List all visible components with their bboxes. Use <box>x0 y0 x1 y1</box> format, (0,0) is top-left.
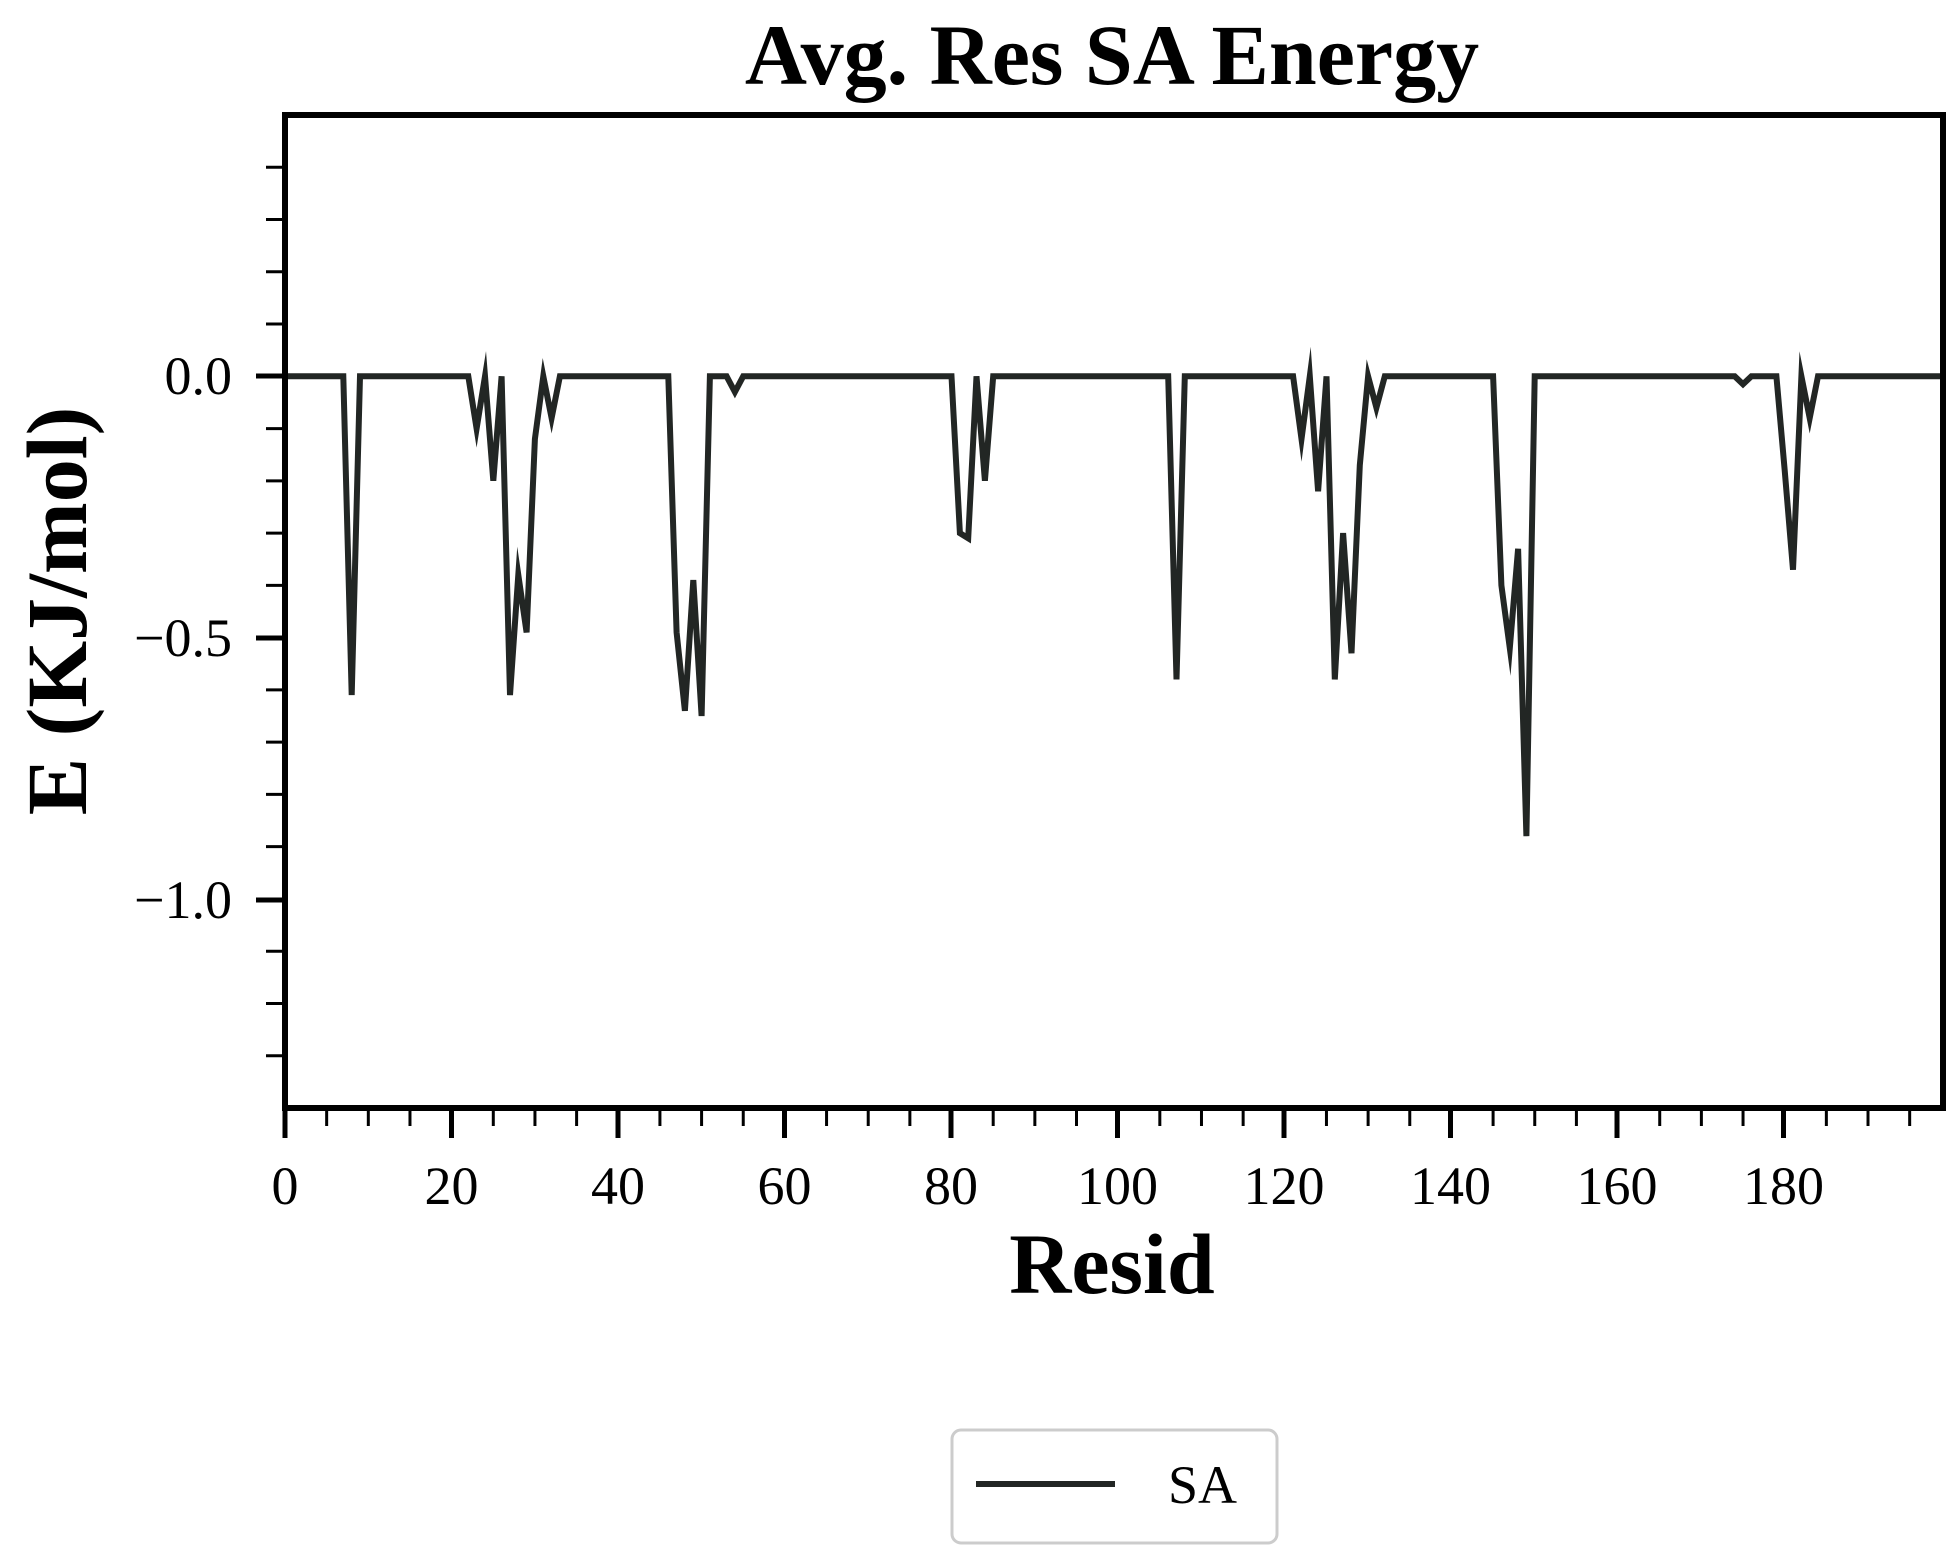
y-axis-label: E (KJ/mol) <box>9 407 105 815</box>
x-tick-label-0: 0 <box>272 1156 299 1216</box>
x-tick-label-40: 40 <box>591 1156 645 1216</box>
y-tick-label-2: −1.0 <box>134 870 232 930</box>
x-tick-label-100: 100 <box>1077 1156 1158 1216</box>
x-tick-label-160: 160 <box>1577 1156 1658 1216</box>
x-tick-label-120: 120 <box>1244 1156 1325 1216</box>
x-minor-ticks <box>325 1108 1912 1126</box>
y-tick-group: 0.0 −0.5 −1.0 <box>134 346 284 930</box>
y-tick-label-0: 0.0 <box>165 346 233 406</box>
x-tick-label-20: 20 <box>425 1156 479 1216</box>
x-tick-group: 0 20 40 60 80 100 120 140 160 180 <box>272 1108 1824 1216</box>
chart-title: Avg. Res SA Energy <box>745 7 1479 103</box>
x-tick-label-60: 60 <box>758 1156 812 1216</box>
legend: SA <box>950 1428 1279 1545</box>
y-tick-label-1: −0.5 <box>134 608 232 668</box>
y-minor-ticks <box>266 165 285 1058</box>
x-tick-label-80: 80 <box>924 1156 978 1216</box>
x-axis-label: Resid <box>1009 1216 1214 1312</box>
legend-label-sa: SA <box>1168 1455 1237 1515</box>
x-tick-label-140: 140 <box>1410 1156 1491 1216</box>
plot-frame <box>282 112 1946 1111</box>
series-line-sa <box>285 346 1943 837</box>
x-tick-label-180: 180 <box>1743 1156 1824 1216</box>
